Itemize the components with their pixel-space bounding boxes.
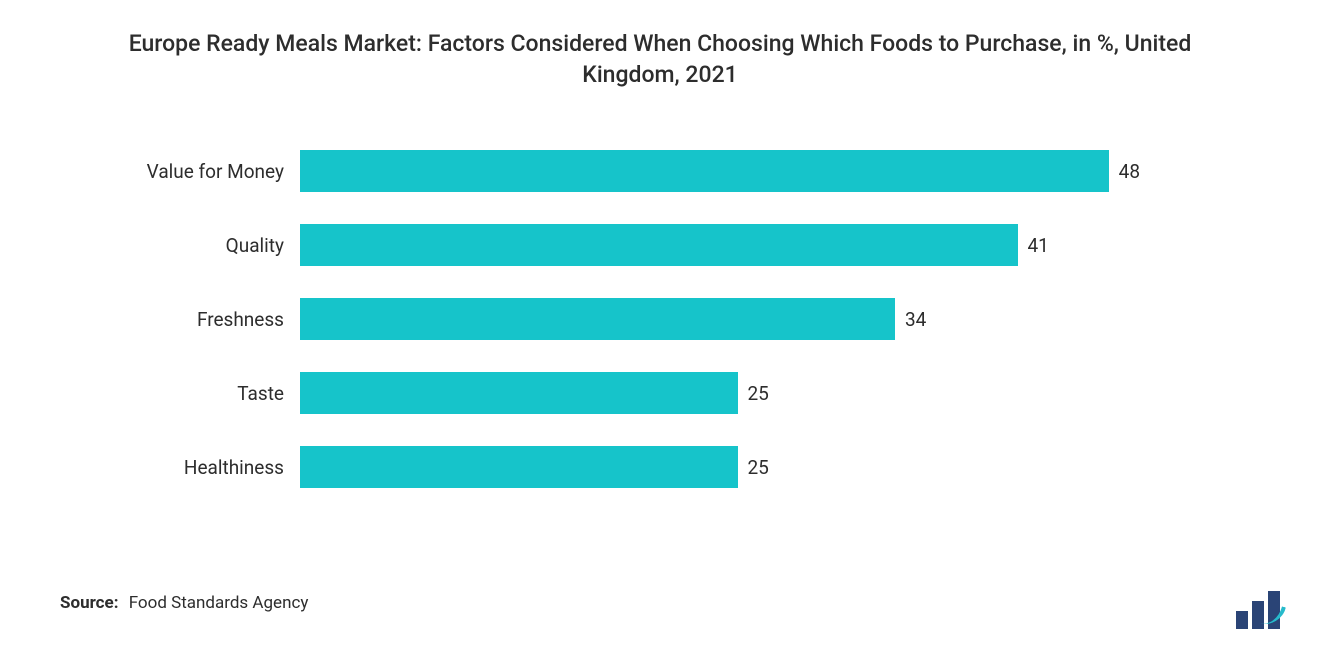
source-prefix: Source:: [60, 593, 118, 613]
value-label: 34: [905, 308, 926, 331]
category-label: Value for Money: [147, 160, 284, 183]
value-label: 25: [748, 382, 769, 405]
chart-title: Europe Ready Meals Market: Factors Consi…: [120, 28, 1200, 90]
value-label: 48: [1119, 160, 1140, 183]
chart-row: Value for Money48: [300, 150, 1140, 192]
category-label: Freshness: [197, 308, 284, 331]
value-label: 25: [748, 456, 769, 479]
bar: [300, 224, 1018, 266]
logo-bar-icon: [1252, 601, 1264, 629]
source-line: Source: Food Standards Agency: [60, 593, 308, 613]
bar: [300, 372, 738, 414]
chart-container: Europe Ready Meals Market: Factors Consi…: [0, 0, 1320, 665]
source-text: Food Standards Agency: [129, 593, 309, 613]
brand-logo: [1236, 591, 1280, 629]
bar: [300, 150, 1109, 192]
chart-row: Healthiness25: [300, 446, 1140, 488]
chart-row: Freshness34: [300, 298, 1140, 340]
chart-row: Quality41: [300, 224, 1140, 266]
category-label: Healthiness: [184, 456, 284, 479]
bar: [300, 446, 738, 488]
logo-bar-icon: [1236, 611, 1248, 629]
category-label: Quality: [226, 234, 284, 257]
logo-bar-icon: [1268, 591, 1280, 629]
chart-plot-area: Value for Money48 Quality41 Freshness34 Tas…: [300, 150, 1140, 488]
chart-row: Taste25: [300, 372, 1140, 414]
category-label: Taste: [237, 382, 284, 405]
value-label: 41: [1028, 234, 1049, 257]
bar: [300, 298, 895, 340]
